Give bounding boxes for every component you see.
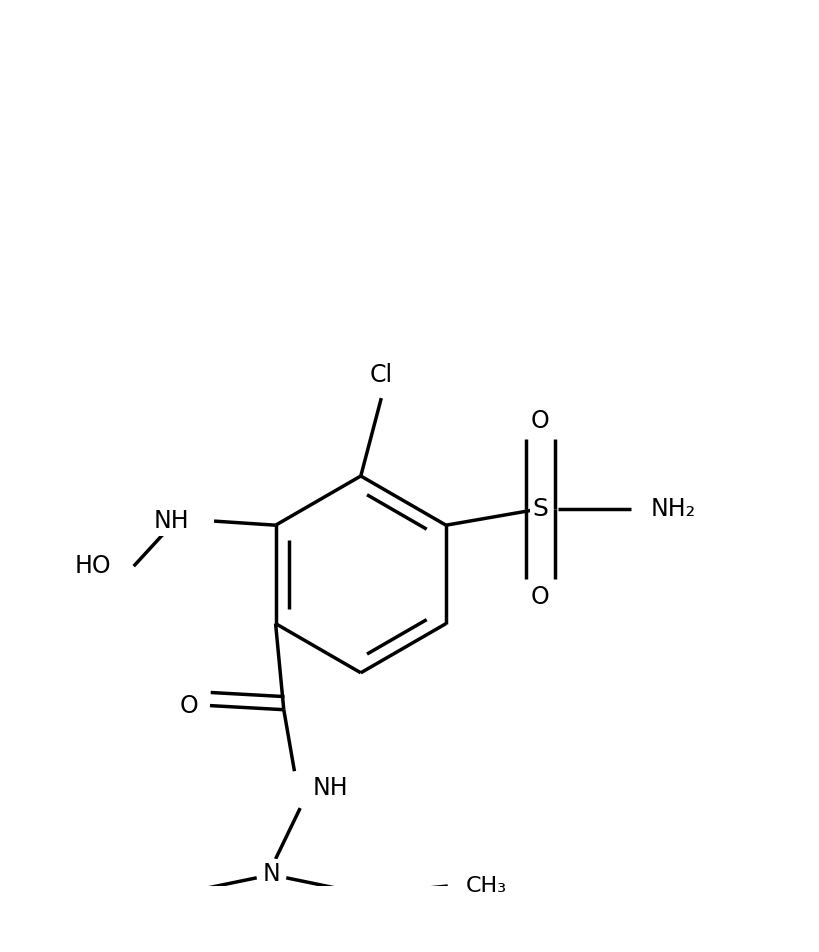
Text: NH₂: NH₂ xyxy=(650,497,695,521)
Text: NH: NH xyxy=(154,509,189,533)
Text: O: O xyxy=(180,694,199,718)
Text: NH: NH xyxy=(312,776,348,800)
Text: N: N xyxy=(262,862,280,885)
Text: HO: HO xyxy=(75,554,111,578)
Text: CH₃: CH₃ xyxy=(465,876,506,896)
Text: S: S xyxy=(532,497,548,521)
Text: O: O xyxy=(530,585,549,608)
Text: Cl: Cl xyxy=(369,363,392,387)
Text: O: O xyxy=(530,409,549,433)
